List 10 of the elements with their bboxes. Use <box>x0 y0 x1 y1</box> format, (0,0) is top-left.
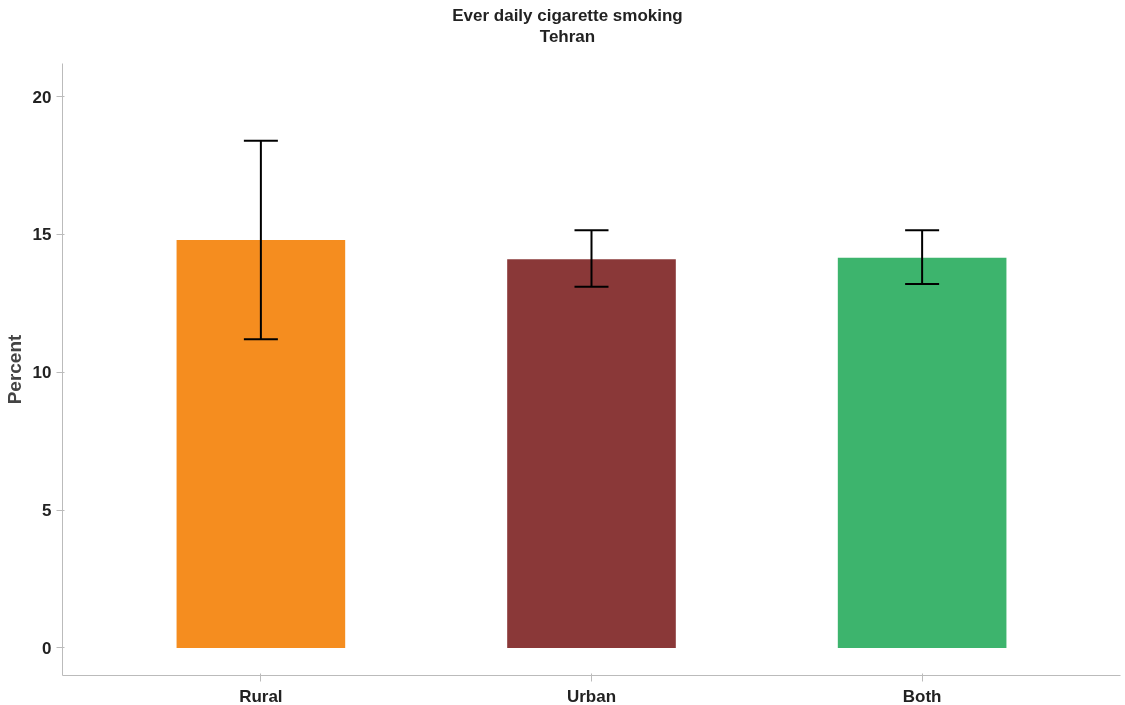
x-tick-label: Both <box>902 686 942 705</box>
y-axis-title: Percent <box>3 333 25 405</box>
y-tick-label: 15 <box>32 225 52 245</box>
x-tick-label: Rural <box>239 686 283 705</box>
y-tick-label: 5 <box>42 501 52 521</box>
y-tick-label: 10 <box>32 363 52 383</box>
chart-title: Ever daily cigarette smoking Tehran <box>452 5 683 47</box>
x-tick-label: Urban <box>566 686 617 705</box>
y-tick-label: 0 <box>42 638 52 658</box>
y-tick-label: 20 <box>32 87 52 107</box>
